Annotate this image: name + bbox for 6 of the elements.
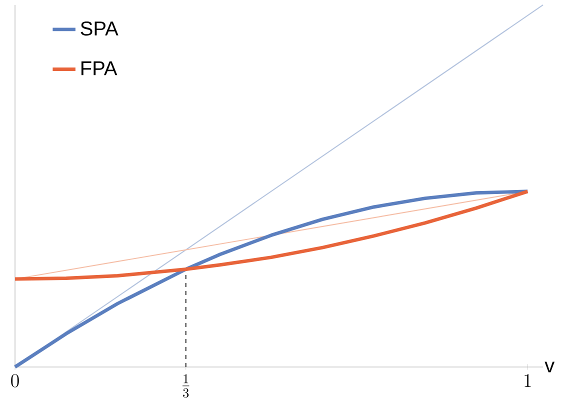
x-axis-title: v	[544, 362, 555, 372]
legend-label: FPA	[81, 61, 118, 76]
x-tick-label: $\frac{1}{3}$	[182, 374, 190, 398]
x-tick-label: $1$	[524, 374, 531, 387]
legend-label: SPA	[80, 21, 118, 36]
x-tick-label: $0$	[11, 374, 19, 388]
